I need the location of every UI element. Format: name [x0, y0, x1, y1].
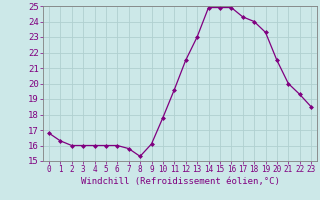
X-axis label: Windchill (Refroidissement éolien,°C): Windchill (Refroidissement éolien,°C): [81, 177, 279, 186]
